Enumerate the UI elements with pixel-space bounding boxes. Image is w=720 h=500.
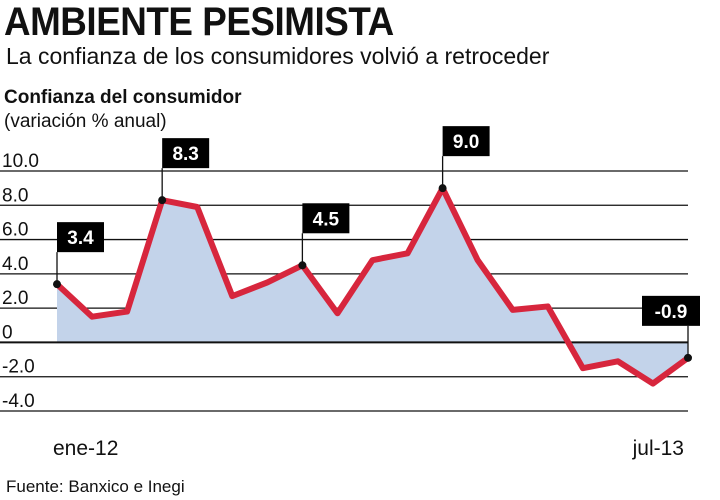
y-tick-label: 2.0 (2, 288, 28, 309)
data-label: 8.3 (172, 144, 198, 165)
data-point-marker (298, 261, 307, 270)
y-tick-label: 0 (2, 322, 13, 343)
data-label: 3.4 (67, 228, 94, 249)
data-label: -0.9 (655, 302, 688, 323)
axis-label-layer: 10.0 8.0 6.0 4.0 2.0 0 -2.0 -4.0 ene-12 jul-13 (2, 151, 684, 460)
area-fill (57, 188, 688, 384)
chart-subtitle: La confianza de los consumidores volvió … (6, 43, 550, 69)
data-point-marker (158, 196, 167, 205)
data-label: 4.5 (313, 209, 340, 230)
data-label-box (442, 126, 490, 157)
y-tick-label: -2.0 (2, 357, 35, 378)
y-tick-label: 4.0 (2, 254, 28, 275)
data-label-layer: 3.4 8.3 4.5 9.0 -0.9 (53, 126, 700, 362)
data-point-marker (684, 353, 692, 362)
y-tick-label: 8.0 (2, 185, 28, 206)
y-tick-label: 6.0 (2, 220, 28, 241)
chart-title: AMBIENTE PESIMISTA (4, 0, 394, 44)
data-label-box (642, 295, 700, 326)
y-tick-label: -4.0 (2, 391, 35, 412)
x-tick-label: jul-13 (632, 437, 684, 460)
y-tick-label: 10.0 (2, 151, 39, 172)
source-note: Fuente: Banxico e Inegi (6, 477, 185, 496)
data-point-marker (438, 184, 447, 193)
y-axis-title: Confianza del consumidor (4, 87, 242, 108)
data-point-marker (53, 280, 61, 289)
data-label: 9.0 (453, 132, 479, 153)
data-label-box (162, 138, 210, 169)
data-label-box (57, 222, 104, 253)
data-label-box (302, 203, 350, 234)
area-layer (57, 188, 688, 384)
x-tick-label: ene-12 (53, 437, 118, 460)
y-axis-unit: (variación % anual) (4, 111, 167, 132)
